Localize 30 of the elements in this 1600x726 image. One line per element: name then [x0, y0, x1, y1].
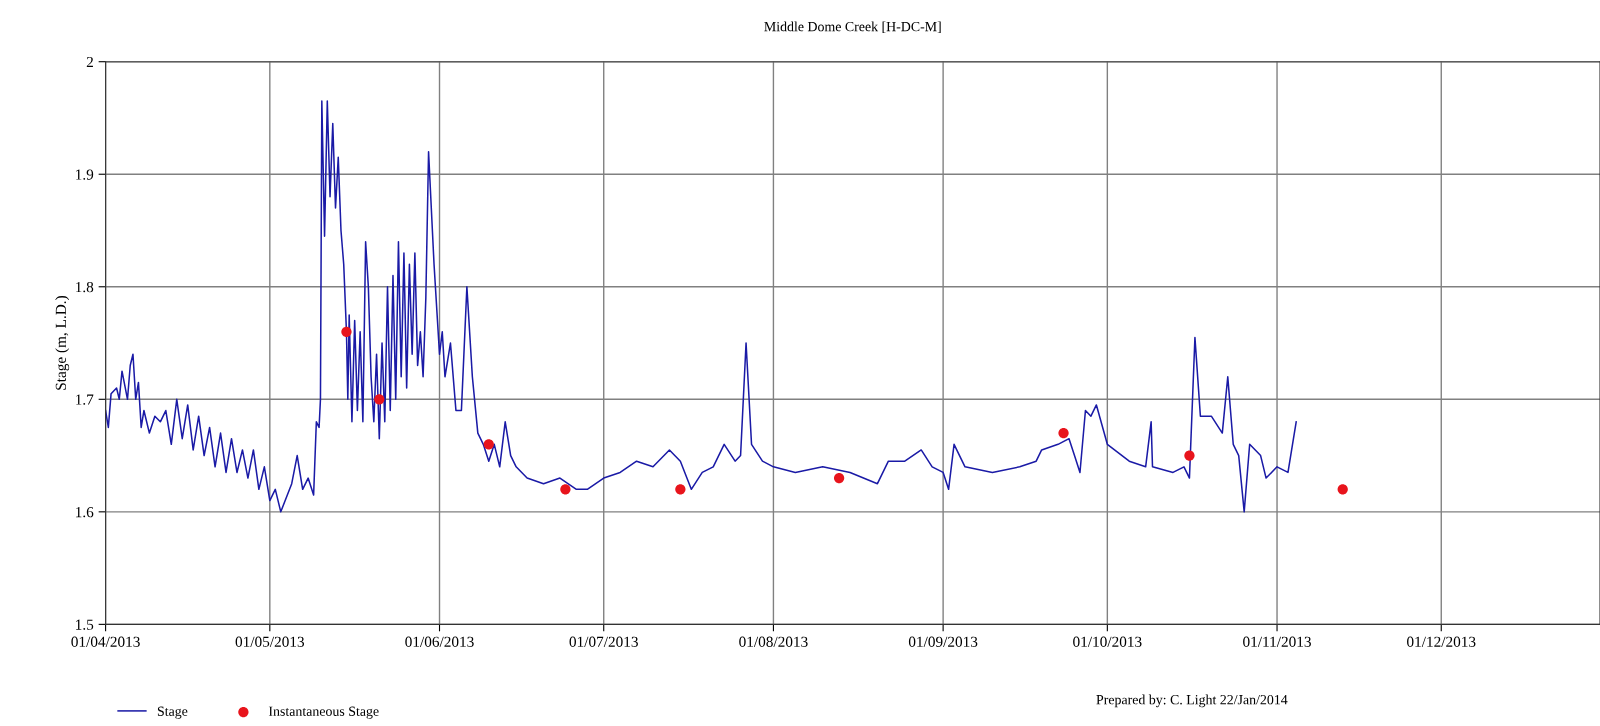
- text: Prepared by: C. Light 22/Jan/2014: [1096, 694, 1288, 708]
- y-tick-label: 1.8: [76, 281, 94, 293]
- legend-label: Instantaneous Stage: [268, 706, 379, 719]
- y-tick-label: 1.6: [76, 507, 94, 518]
- point: [483, 439, 494, 450]
- y-tick-label: 1.7: [76, 394, 94, 405]
- point: [341, 326, 352, 337]
- line-series: [105, 100, 1297, 513]
- legend-label: Stage: [157, 706, 188, 719]
- y-tick-label: 1.9: [76, 169, 94, 180]
- x-tick-label: 01/11/2013: [1243, 636, 1311, 647]
- y-tick-label: 1.5: [76, 619, 94, 630]
- point: [560, 484, 571, 495]
- point: [374, 394, 385, 405]
- x-tick-label: 01/10/2013: [1073, 636, 1142, 647]
- x-tick-label: 01/07/2013: [569, 636, 638, 647]
- y-axis-title: Stage (m, L.D.): [55, 295, 70, 390]
- chart-title: Middle Dome Creek [H-DC-M]: [764, 21, 941, 34]
- point: [1058, 427, 1069, 439]
- x-tick-label: 01/12/2013: [1407, 636, 1476, 647]
- x-tick-label: 01/06/2013: [405, 636, 474, 647]
- x-tick-label: 01/05/2013: [235, 636, 305, 647]
- x-tick-label: 01/09/2013: [908, 636, 978, 647]
- y-tick-label: 2: [86, 56, 93, 68]
- x-tick-label: 01/04/2013: [71, 636, 140, 647]
- point: [833, 472, 845, 484]
- point: [675, 484, 686, 495]
- point: [1337, 484, 1348, 495]
- point: [1184, 450, 1195, 461]
- x-tick-label: 01/08/2013: [739, 636, 808, 647]
